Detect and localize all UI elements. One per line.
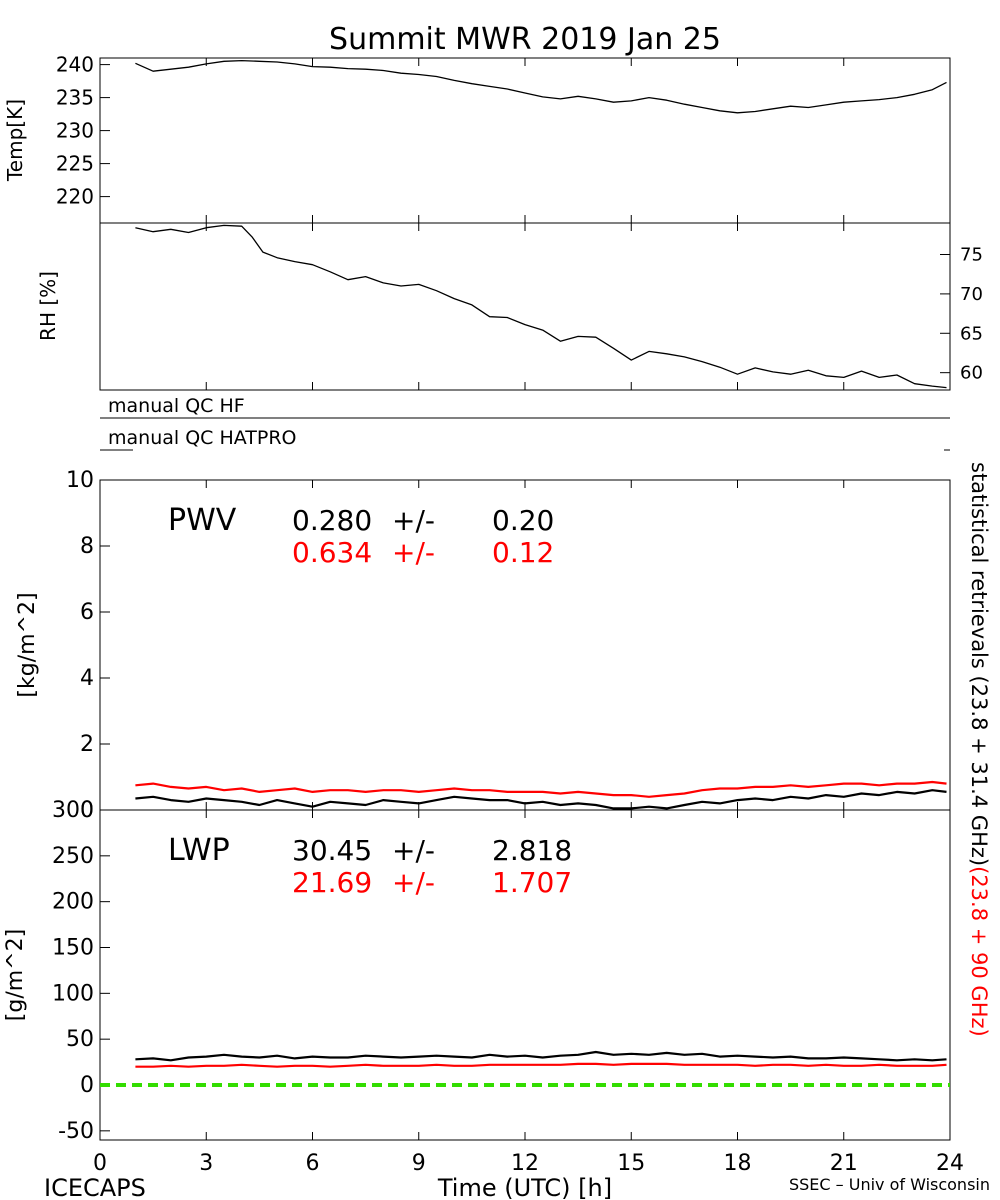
lwp-primary-std: 2.818 xyxy=(492,834,572,867)
x-tick-label: 9 xyxy=(412,1151,426,1176)
x-tick-label: 24 xyxy=(936,1151,964,1176)
lwp-secondary-std: 1.707 xyxy=(492,866,572,899)
lwp-ytick-label: 200 xyxy=(52,890,94,915)
lwp-ytick-label: 250 xyxy=(52,844,94,869)
rh-ytick-label: 65 xyxy=(960,323,983,344)
rh-ytick-label: 75 xyxy=(960,245,983,266)
lwp-secondary-mean: 21.69 xyxy=(292,866,372,899)
lwp-label: LWP xyxy=(168,833,230,868)
right-label-red: (23.8 + 90 GHz) xyxy=(967,866,991,1037)
pwv-primary-sep: +/- xyxy=(392,504,435,537)
lwp-primary-sep: +/- xyxy=(392,834,435,867)
rh-series-line-1 xyxy=(135,224,947,389)
temp-panel-frame xyxy=(99,57,951,224)
rh-ytick-label: 70 xyxy=(960,284,983,305)
qc-hatpro-label: manual QC HATPRO xyxy=(108,427,297,449)
pwv-secondary-mean: 0.634 xyxy=(292,536,372,569)
x-tick-label: 18 xyxy=(724,1151,752,1176)
pwv-ytick-label: 2 xyxy=(80,732,94,757)
qc-hf-label: manual QC HF xyxy=(108,395,245,417)
lwp-ytick-label: 150 xyxy=(52,936,94,961)
pwv-ylabel: [kg/m^2] xyxy=(15,592,40,697)
pwv-ytick-label: 6 xyxy=(80,600,94,625)
pwv-label: PWV xyxy=(168,503,237,538)
temp-ytick-label: 225 xyxy=(56,152,94,176)
right-label-black: statistical retrievals (23.8 + 31.4 GHz) xyxy=(967,462,991,866)
lwp-ytick-label: 300 xyxy=(52,798,94,823)
footer-right: SSEC – Univ of Wisconsin xyxy=(789,1175,990,1194)
x-tick-label: 15 xyxy=(617,1151,645,1176)
temp-ylabel: Temp[K] xyxy=(3,99,27,182)
chart-title: Summit MWR 2019 Jan 25 xyxy=(329,22,721,57)
pwv-primary-mean: 0.280 xyxy=(292,504,372,537)
x-tick-label: 0 xyxy=(93,1151,107,1176)
x-axis-label: Time (UTC) [h] xyxy=(437,1174,612,1200)
pwv-ytick-label: 0 xyxy=(80,798,94,823)
x-tick-label: 3 xyxy=(199,1151,213,1176)
temp-ytick-label: 240 xyxy=(56,53,94,77)
rh-panel-frame xyxy=(99,222,951,391)
pwv-primary-std: 0.20 xyxy=(492,504,554,537)
chart-marks: 220225230235240606570750246810-500501001… xyxy=(52,53,983,1176)
pwv-ytick-label: 10 xyxy=(66,468,94,493)
pwv-secondary-sep: +/- xyxy=(392,536,435,569)
x-tick-label: 12 xyxy=(511,1151,539,1176)
lwp-ytick-label: -50 xyxy=(58,1119,94,1144)
lwp-ytick-label: 100 xyxy=(52,981,94,1006)
x-tick-label: 6 xyxy=(306,1151,320,1176)
temp-ytick-label: 220 xyxy=(56,185,94,209)
lwp-ylabel: [g/m^2] xyxy=(3,929,28,1021)
pwv-series-line-1 xyxy=(135,789,947,810)
lwp-series-line-2 xyxy=(135,1062,947,1068)
rh-ytick-label: 60 xyxy=(960,363,983,384)
pwv-ytick-label: 4 xyxy=(80,666,94,691)
lwp-ytick-label: 0 xyxy=(80,1073,94,1098)
temp-ytick-label: 235 xyxy=(56,86,94,110)
footer-left: ICECAPS xyxy=(44,1174,146,1200)
x-tick-label: 21 xyxy=(830,1151,858,1176)
right-retrieval-label: statistical retrievals (23.8 + 31.4 GHz)… xyxy=(967,462,991,1037)
temp-ytick-label: 230 xyxy=(56,119,94,143)
rh-ylabel: RH [%] xyxy=(36,271,60,341)
pwv-ytick-label: 8 xyxy=(80,534,94,559)
pwv-series-line-2 xyxy=(135,780,947,798)
pwv-secondary-std: 0.12 xyxy=(492,536,554,569)
lwp-series-line-1 xyxy=(135,1050,947,1062)
lwp-secondary-sep: +/- xyxy=(392,866,435,899)
lwp-primary-mean: 30.45 xyxy=(292,834,372,867)
temp-series-line-1 xyxy=(135,59,947,114)
lwp-ytick-label: 50 xyxy=(66,1027,94,1052)
